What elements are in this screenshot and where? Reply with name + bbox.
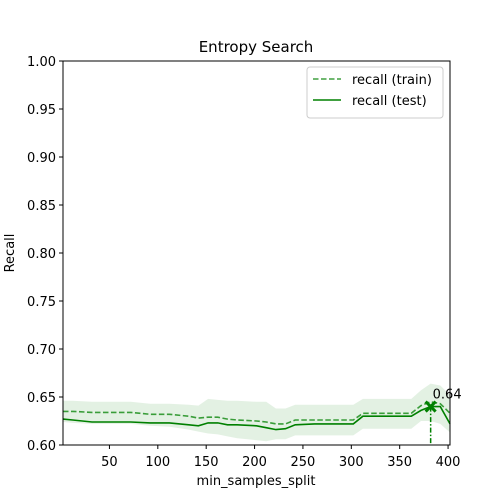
y-axis-label: Recall: [3, 234, 18, 273]
plot-frame: [62, 60, 451, 446]
plot-area: 0.64: [62, 383, 462, 445]
legend: recall (train) recall (test): [306, 66, 444, 119]
best-point-label: 0.64: [433, 388, 462, 403]
x-tick-label: 400: [436, 455, 461, 470]
x-tick-label: 200: [242, 455, 267, 470]
x-tick-label: 250: [291, 455, 316, 470]
confidence-band: [63, 383, 450, 442]
y-tick-label: 0.70: [27, 343, 56, 358]
y-tick-label: 0.75: [27, 295, 56, 310]
y-tick-label: 0.60: [27, 439, 56, 454]
x-tick-label: 150: [194, 455, 219, 470]
y-tick-label: 0.90: [27, 151, 56, 166]
legend-label-train: recall (train): [352, 73, 432, 88]
y-tick-label: 1.00: [27, 55, 56, 70]
series-line-train: [63, 400, 451, 425]
legend-label-test: recall (test): [352, 94, 427, 109]
chart-title: Entropy Search: [199, 38, 314, 56]
x-tick-label: 350: [387, 455, 412, 470]
y-tick-label: 0.80: [27, 247, 56, 262]
y-tick-label: 0.65: [27, 391, 56, 406]
x-axis-ticks: 50 100 150 200 250 300 350 400: [101, 445, 460, 470]
best-point-marker: [424, 400, 437, 413]
y-axis-ticks: 0.60 0.65 0.70 0.75 0.80 0.85 0.90 0.95 1.00: [27, 55, 63, 454]
y-tick-label: 0.85: [27, 199, 56, 214]
x-tick-label: 300: [339, 455, 364, 470]
x-axis-label: min_samples_split: [197, 474, 316, 489]
y-tick-label: 0.95: [27, 103, 56, 118]
x-tick-label: 100: [145, 455, 170, 470]
x-tick-label: 50: [101, 455, 118, 470]
series-line-test: [62, 405, 451, 431]
